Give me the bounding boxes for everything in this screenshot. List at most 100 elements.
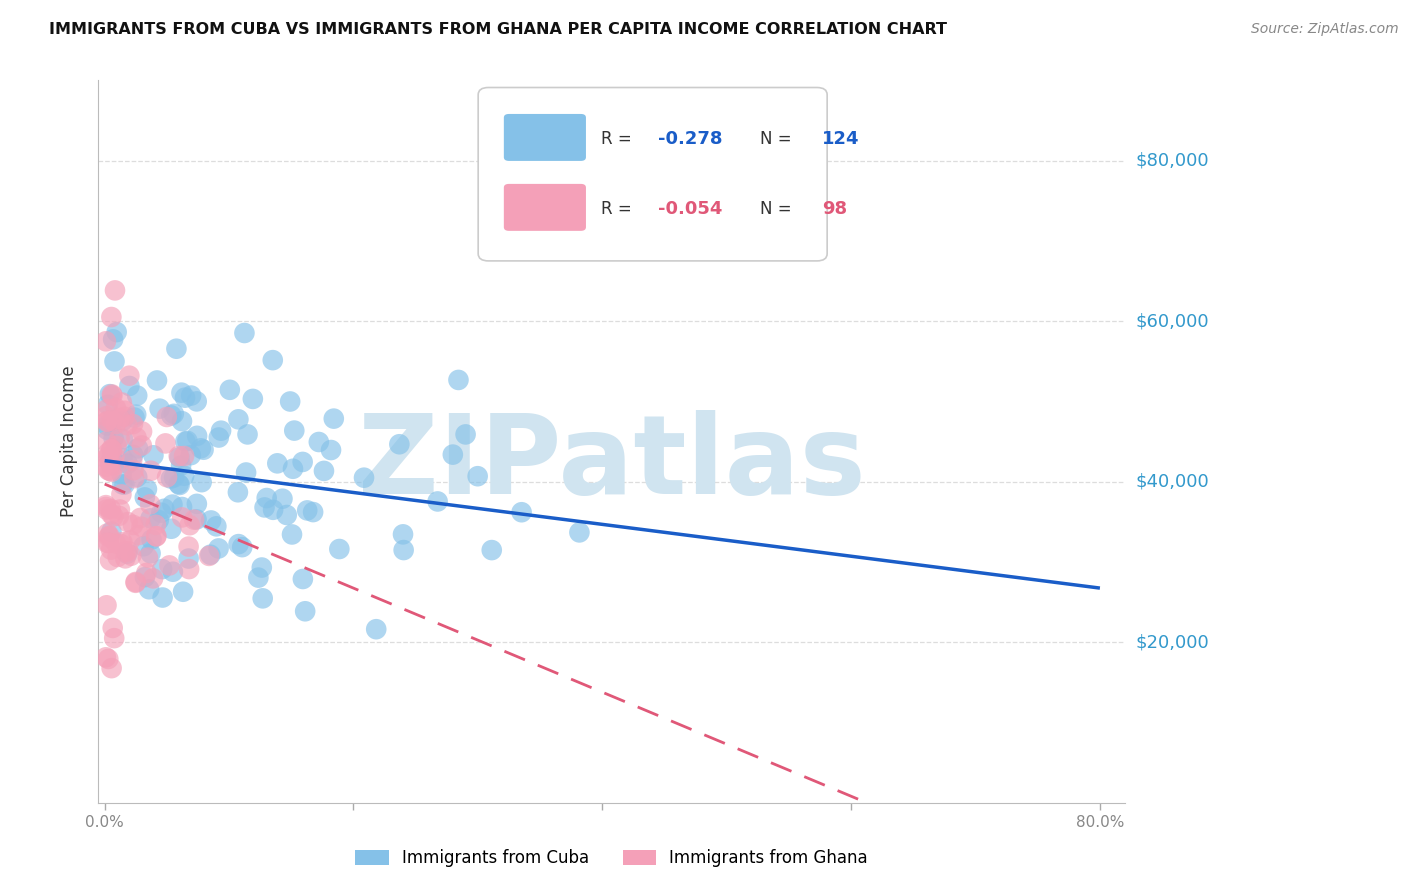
Point [160, 471, 183, 485]
Text: -0.278: -0.278 [658, 130, 723, 148]
Point [236, 427, 259, 442]
Point [97, 398, 120, 412]
Point [146, 374, 169, 388]
Point [100, 310, 122, 324]
Point [103, 413, 125, 427]
Point [167, 476, 190, 491]
Point [111, 395, 134, 409]
Point [105, 325, 128, 339]
Point [163, 407, 186, 421]
Point [322, 411, 344, 425]
Point [134, 491, 156, 505]
Point [235, 466, 257, 480]
Point [138, 582, 160, 597]
Point [127, 470, 149, 484]
Point [100, 465, 122, 479]
Point [96, 418, 118, 433]
Point [127, 442, 149, 456]
Point [205, 519, 228, 533]
Point [94, 498, 117, 512]
Point [198, 549, 221, 563]
Point [145, 529, 167, 543]
Point [467, 469, 489, 483]
Text: Source: ZipAtlas.com: Source: ZipAtlas.com [1251, 22, 1399, 37]
Point [173, 449, 195, 463]
Point [107, 549, 129, 564]
Point [162, 498, 184, 512]
Point [169, 478, 191, 492]
Point [200, 548, 222, 562]
Point [96, 423, 118, 437]
Point [104, 458, 127, 473]
Point [98, 387, 121, 401]
Point [97, 530, 120, 544]
Point [165, 342, 187, 356]
Point [291, 572, 314, 586]
Point [148, 513, 170, 527]
Point [103, 509, 125, 524]
Point [172, 510, 194, 524]
Point [96, 526, 118, 541]
Point [153, 501, 176, 516]
Point [131, 520, 153, 534]
Point [302, 505, 325, 519]
Point [124, 574, 146, 589]
Point [111, 535, 134, 549]
Text: $40,000: $40,000 [1136, 473, 1209, 491]
Point [308, 435, 330, 450]
Point [150, 562, 173, 576]
Point [209, 424, 232, 438]
Point [568, 525, 591, 540]
Point [101, 413, 124, 427]
Point [266, 456, 288, 470]
Point [281, 527, 304, 541]
Text: -0.054: -0.054 [658, 200, 723, 219]
Point [96, 451, 118, 466]
Point [103, 431, 125, 445]
Point [294, 604, 316, 618]
Point [170, 414, 193, 428]
Point [426, 494, 449, 508]
Point [190, 475, 212, 490]
Text: IMMIGRANTS FROM CUBA VS IMMIGRANTS FROM GHANA PER CAPITA INCOME CORRELATION CHAR: IMMIGRANTS FROM CUBA VS IMMIGRANTS FROM … [49, 22, 948, 37]
Point [156, 409, 179, 424]
Point [228, 412, 250, 426]
Point [108, 412, 131, 426]
Point [115, 418, 138, 433]
Point [105, 439, 128, 453]
Point [145, 517, 167, 532]
Point [291, 455, 314, 469]
Point [135, 566, 157, 580]
Point [96, 414, 118, 428]
Point [441, 448, 464, 462]
Point [226, 485, 249, 500]
Point [136, 550, 159, 565]
Point [253, 500, 276, 515]
Text: $20,000: $20,000 [1136, 633, 1209, 651]
Point [177, 540, 200, 554]
Point [122, 417, 145, 431]
Point [169, 450, 191, 465]
Point [208, 430, 231, 444]
Point [156, 470, 179, 484]
Point [262, 503, 284, 517]
Point [97, 446, 120, 460]
Point [122, 471, 145, 485]
Point [139, 497, 162, 511]
Point [162, 565, 184, 579]
Point [101, 387, 124, 401]
Point [510, 505, 533, 519]
Y-axis label: Per Capita Income: Per Capita Income [59, 366, 77, 517]
Point [124, 410, 146, 425]
Point [177, 551, 200, 566]
Point [122, 448, 145, 462]
Point [122, 517, 145, 532]
Point [176, 434, 198, 448]
Point [256, 491, 278, 505]
Point [100, 524, 122, 539]
Point [163, 470, 186, 484]
Point [100, 661, 122, 675]
Point [276, 508, 298, 522]
Point [150, 506, 173, 520]
Point [103, 631, 125, 645]
